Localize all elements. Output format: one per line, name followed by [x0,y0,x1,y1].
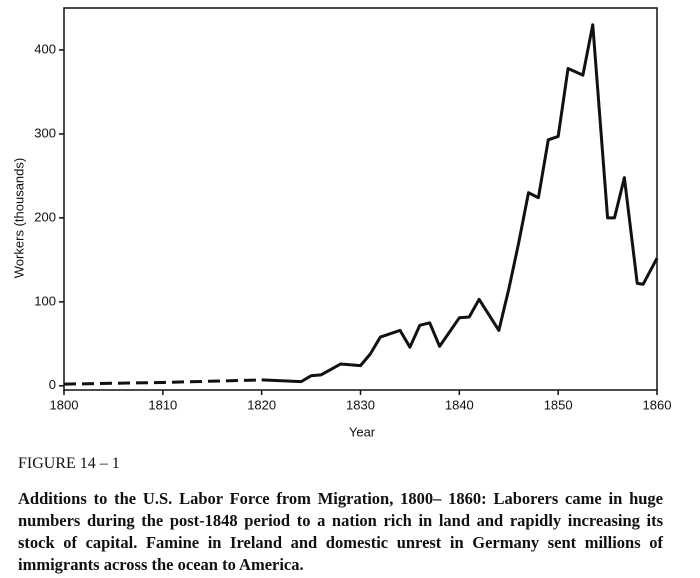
data-line [63,378,262,386]
x-tick-label: 1820 [247,397,276,412]
y-tick-label: 0 [49,377,56,392]
x-tick-label: 1800 [50,397,79,412]
y-axis-label: Workers (thousands) [11,158,26,278]
figure-label: FIGURE 14 – 1 [18,455,120,472]
x-tick-label: 1840 [445,397,474,412]
x-tick-label: 1830 [346,397,375,412]
x-tick-label: 1850 [544,397,573,412]
plot-frame [63,7,658,391]
data-line [261,23,659,384]
x-axis-label: Year [349,424,376,439]
x-tick-label: 1810 [148,397,177,412]
chart: Year Workers (thousands) 0 100 200 300 400 18… [11,7,672,439]
y-tick-label: 400 [34,41,56,56]
x-tick-label: 1860 [643,397,672,412]
figure-caption: Additions to the U.S. Labor Force from M… [18,489,663,574]
y-tick-label: 100 [34,293,56,308]
y-tick-label: 200 [34,209,56,224]
y-tick-label: 300 [34,125,56,140]
